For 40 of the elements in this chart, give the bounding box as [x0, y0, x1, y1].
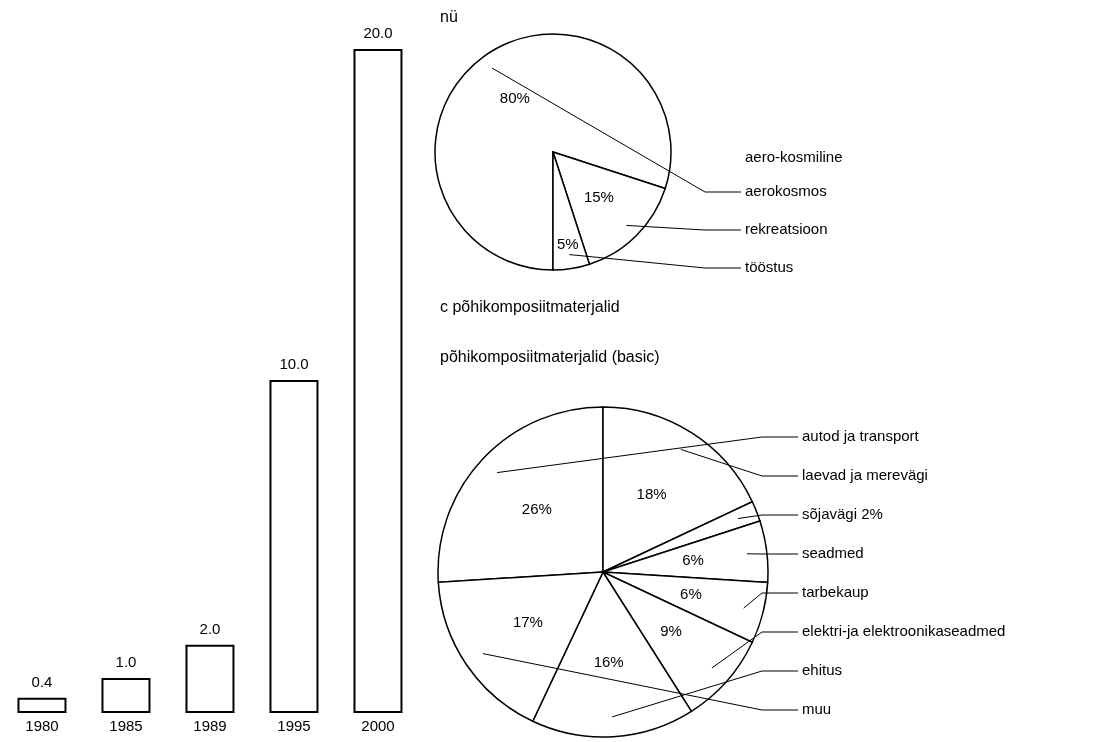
- chart-title: nü: [440, 8, 458, 26]
- bar: [269, 380, 319, 713]
- slice-label: rekreatsioon: [745, 219, 828, 237]
- slice-label: ehitus: [802, 660, 843, 678]
- slice-label: autod ja transport: [802, 426, 920, 444]
- x-tick-label: 1980: [25, 716, 59, 734]
- data-label: 2.0: [199, 619, 221, 637]
- data-label: 9%: [660, 621, 682, 639]
- slice-label: seadmed: [802, 543, 864, 561]
- slice-label: muu: [802, 699, 832, 717]
- slice-label: tarbekaup: [802, 582, 869, 600]
- slice-label: tööstus: [745, 257, 794, 275]
- data-label: 20.0: [363, 24, 393, 41]
- data-label: 18%: [636, 485, 667, 503]
- data-label: 5%: [556, 235, 579, 253]
- bar: [353, 49, 403, 713]
- bar: [101, 677, 151, 713]
- x-tick-label: 2000: [361, 716, 395, 734]
- data-label: 26%: [521, 499, 552, 517]
- bar: [17, 697, 67, 713]
- chart-subtitle: põhikomposiitmaterjalid (basic): [440, 348, 660, 366]
- slice-label: sõjavägi 2%: [802, 504, 883, 522]
- data-label: 10.0: [279, 355, 309, 372]
- data-label: 0.4: [31, 672, 53, 690]
- data-label: 16%: [593, 652, 624, 670]
- data-label: 15%: [583, 187, 614, 205]
- slice-label: elektri-ja elektroonikaseadmed: [802, 621, 1006, 639]
- data-label: 6%: [680, 584, 702, 602]
- data-label: 6%: [682, 550, 704, 568]
- data-label: 1.0: [115, 652, 137, 670]
- x-tick-label: 1995: [277, 716, 311, 734]
- bar: [185, 644, 235, 713]
- x-tick-label: 1985: [109, 716, 143, 734]
- chart-title: c põhikomposiitmaterjalid: [440, 298, 620, 316]
- x-tick-label: 1989: [193, 716, 227, 734]
- text: aero-kosmiline: [745, 148, 843, 165]
- slice-label: aerokosmos: [745, 181, 827, 199]
- data-label: 17%: [512, 612, 543, 630]
- data-label: 80%: [499, 89, 530, 107]
- slice-label: laevad ja merevägi: [802, 465, 928, 483]
